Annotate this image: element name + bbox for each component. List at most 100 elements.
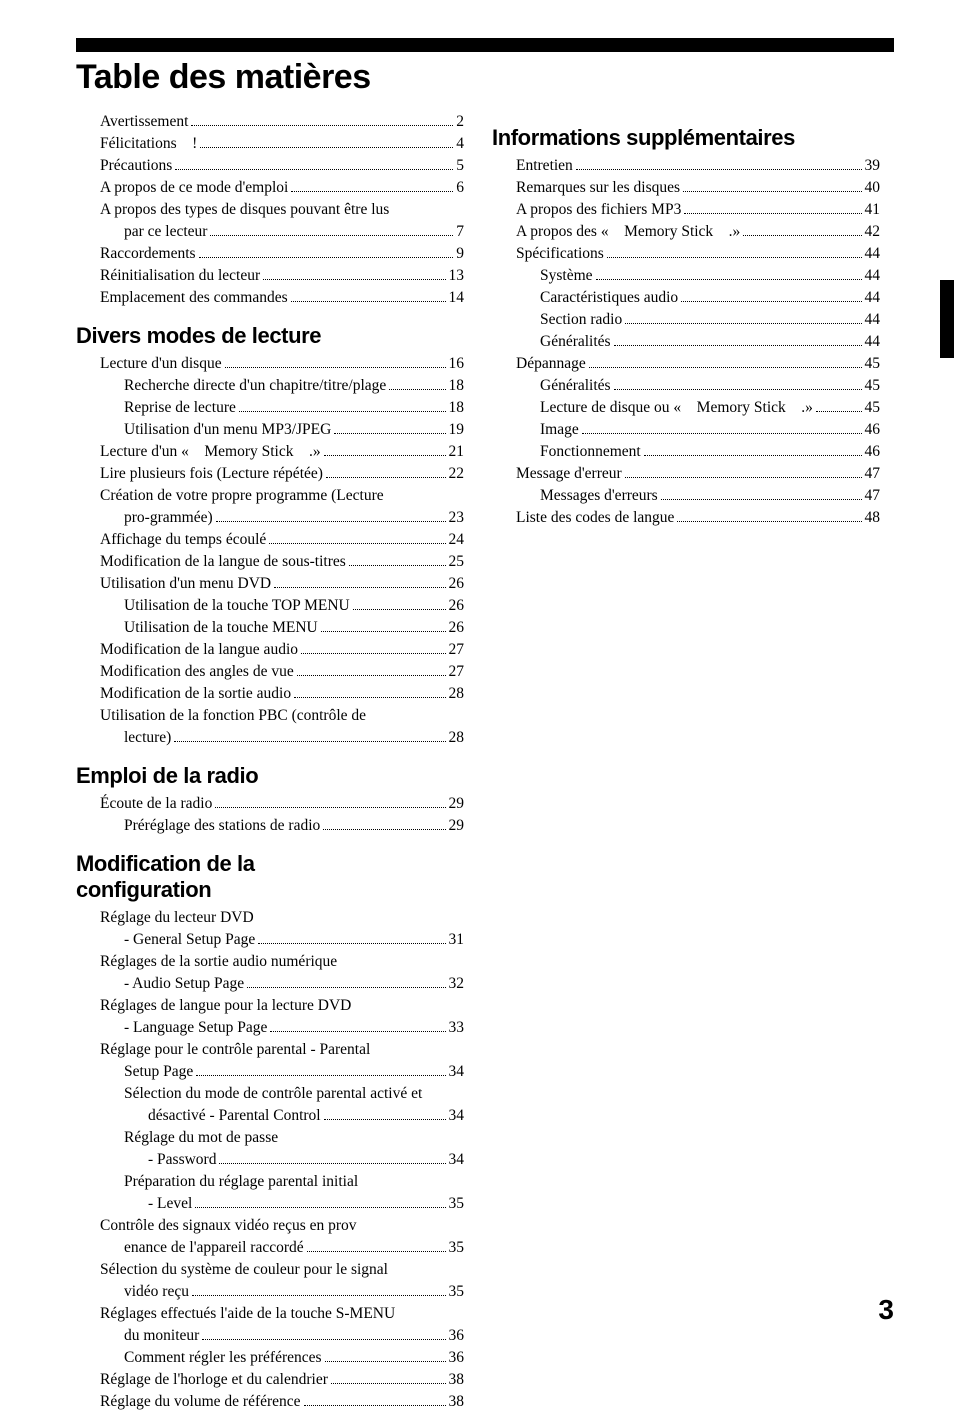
toc-entry[interactable]: Félicitations !4 — [76, 133, 464, 155]
toc-entry[interactable]: lecture)28 — [76, 727, 464, 749]
toc-entry[interactable]: Modification de la langue de sous-titres… — [76, 551, 464, 573]
toc-entry-leader — [349, 565, 446, 566]
toc-entry[interactable]: - General Setup Page31 — [76, 929, 464, 951]
toc-entry[interactable]: Emplacement des commandes14 — [76, 287, 464, 309]
toc-entry-label: A propos des « Memory Stick .» — [516, 221, 740, 243]
toc-entry-leader — [743, 235, 861, 236]
toc-entry[interactable]: Généralités44 — [492, 331, 880, 353]
toc-entry-page: 7 — [456, 221, 464, 243]
toc-entry[interactable]: pro-grammée)23 — [76, 507, 464, 529]
toc-entry[interactable]: Remarques sur les disques40 — [492, 177, 880, 199]
toc-entry-leader — [200, 147, 453, 148]
toc-entry-leader — [192, 1295, 446, 1296]
section-heading: Informations supplémentaires — [492, 125, 880, 151]
toc-entry[interactable]: par ce lecteur7 — [76, 221, 464, 243]
toc-entry-label: Dépannage — [516, 353, 586, 375]
toc-entry-leader — [677, 521, 861, 522]
toc-entry[interactable]: Entretien39 — [492, 155, 880, 177]
toc-entry[interactable]: Avertissement2 — [76, 111, 464, 133]
toc-entry-page: 36 — [449, 1325, 465, 1347]
toc-entry[interactable]: - Language Setup Page33 — [76, 1017, 464, 1039]
toc-entry-wrap-top: Utilisation de la fonction PBC (contrôle… — [76, 705, 464, 727]
toc-entry[interactable]: du moniteur 36 — [76, 1325, 464, 1347]
toc-entry-leader — [614, 345, 862, 346]
toc-entry-label: Entretien — [516, 155, 573, 177]
toc-entry[interactable]: - Level35 — [76, 1193, 464, 1215]
toc-entry-wrap-top: Sélection du système de couleur pour le … — [76, 1259, 464, 1281]
toc-entry[interactable]: Message d'erreur47 — [492, 463, 880, 485]
toc-entry[interactable]: Setup Page34 — [76, 1061, 464, 1083]
toc-entry[interactable]: Généralités45 — [492, 375, 880, 397]
toc-entry-page: 40 — [865, 177, 881, 199]
toc-entry-leader — [191, 125, 453, 126]
toc-entry-wrap-top: Réglage du lecteur DVD — [76, 907, 464, 929]
toc-entry-wrap-top: Sélection du mode de contrôle parental a… — [76, 1083, 464, 1105]
toc-entry-leader — [247, 987, 445, 988]
toc-entry[interactable]: Spécifications44 — [492, 243, 880, 265]
toc-entry[interactable]: A propos des fichiers MP341 — [492, 199, 880, 221]
toc-entry[interactable]: Raccordements9 — [76, 243, 464, 265]
toc-entry-leader — [195, 1207, 445, 1208]
toc-entry-label: lecture) — [124, 727, 171, 749]
toc-entry-page: 35 — [449, 1281, 465, 1303]
toc-entry-label: Félicitations ! — [100, 133, 197, 155]
toc-entry[interactable]: Utilisation d'un menu MP3/JPEG19 — [76, 419, 464, 441]
toc-entry-page: 29 — [449, 793, 465, 815]
toc-entry-page: 36 — [449, 1347, 465, 1369]
toc-entry-label: Lecture de disque ou « Memory Stick .» — [540, 397, 813, 419]
toc-entry-page: 38 — [449, 1391, 465, 1413]
toc-entry[interactable]: Réglage de l'horloge et du calendrier38 — [76, 1369, 464, 1391]
toc-entry[interactable]: Système44 — [492, 265, 880, 287]
toc-entry-page: 44 — [865, 265, 881, 287]
toc-entry-page: 14 — [449, 287, 465, 309]
toc-entry[interactable]: - Password34 — [76, 1149, 464, 1171]
toc-entry[interactable]: Reprise de lecture18 — [76, 397, 464, 419]
toc-entry[interactable]: Comment régler les préférences36 — [76, 1347, 464, 1369]
toc-entry[interactable]: Caractéristiques audio44 — [492, 287, 880, 309]
toc-entry[interactable]: A propos des « Memory Stick .»42 — [492, 221, 880, 243]
toc-entry-label: Section radio — [540, 309, 622, 331]
toc-entry-label: - General Setup Page — [124, 929, 255, 951]
toc-entry-page: 35 — [449, 1193, 465, 1215]
toc-entry[interactable]: Recherche directe d'un chapitre/titre/pl… — [76, 375, 464, 397]
toc-entry[interactable]: A propos de ce mode d'emploi6 — [76, 177, 464, 199]
toc-entry[interactable]: Lecture d'un « Memory Stick .»21 — [76, 441, 464, 463]
toc-entry[interactable]: désactivé - Parental Control34 — [76, 1105, 464, 1127]
toc-entry-leader — [334, 433, 445, 434]
toc-entry[interactable]: Écoute de la radio29 — [76, 793, 464, 815]
toc-entry-label: Réglage de l'horloge et du calendrier — [100, 1369, 328, 1391]
toc-entry[interactable]: Modification des angles de vue27 — [76, 661, 464, 683]
toc-entry-page: 27 — [449, 639, 465, 661]
toc-entry-label: Avertissement — [100, 111, 188, 133]
toc-entry[interactable]: Modification de la sortie audio28 — [76, 683, 464, 705]
toc-entry-page: 16 — [449, 353, 465, 375]
toc-entry[interactable]: Messages d'erreurs47 — [492, 485, 880, 507]
toc-entry[interactable]: Modification de la langue audio27 — [76, 639, 464, 661]
toc-entry[interactable]: enance de l'appareil raccordé35 — [76, 1237, 464, 1259]
toc-entry[interactable]: Réinitialisation du lecteur13 — [76, 265, 464, 287]
toc-entry-leader — [323, 829, 445, 830]
toc-entry[interactable]: Utilisation de la touche MENU26 — [76, 617, 464, 639]
toc-entry[interactable]: Préréglage des stations de radio29 — [76, 815, 464, 837]
toc-entry[interactable]: Lecture de disque ou « Memory Stick .»45 — [492, 397, 880, 419]
toc-entry[interactable]: Lire plusieurs fois (Lecture répétée)22 — [76, 463, 464, 485]
toc-entry[interactable]: Utilisation de la touche TOP MENU26 — [76, 595, 464, 617]
toc-entry[interactable]: Affichage du temps écoulé24 — [76, 529, 464, 551]
toc-entry[interactable]: Réglage du volume de référence38 — [76, 1391, 464, 1413]
toc-entry-leader — [326, 477, 446, 478]
section-heading-line: Modification de la — [76, 851, 464, 877]
toc-entry-label: Réinitialisation du lecteur — [100, 265, 260, 287]
toc-entry[interactable]: Section radio44 — [492, 309, 880, 331]
toc-entry[interactable]: Liste des codes de langue48 — [492, 507, 880, 529]
toc-entry[interactable]: Lecture d'un disque16 — [76, 353, 464, 375]
toc-entry[interactable]: Utilisation d'un menu DVD26 — [76, 573, 464, 595]
toc-entry[interactable]: Précautions5 — [76, 155, 464, 177]
toc-entry[interactable]: - Audio Setup Page32 — [76, 973, 464, 995]
toc-entry-leader — [596, 279, 862, 280]
toc-entry[interactable]: Dépannage45 — [492, 353, 880, 375]
toc-entry[interactable]: vidéo reçu35 — [76, 1281, 464, 1303]
toc-entry[interactable]: Fonctionnement46 — [492, 441, 880, 463]
toc-entry-label: Recherche directe d'un chapitre/titre/pl… — [124, 375, 386, 397]
toc-entry[interactable]: Image46 — [492, 419, 880, 441]
toc-entry-label: du moniteur — [124, 1325, 199, 1347]
